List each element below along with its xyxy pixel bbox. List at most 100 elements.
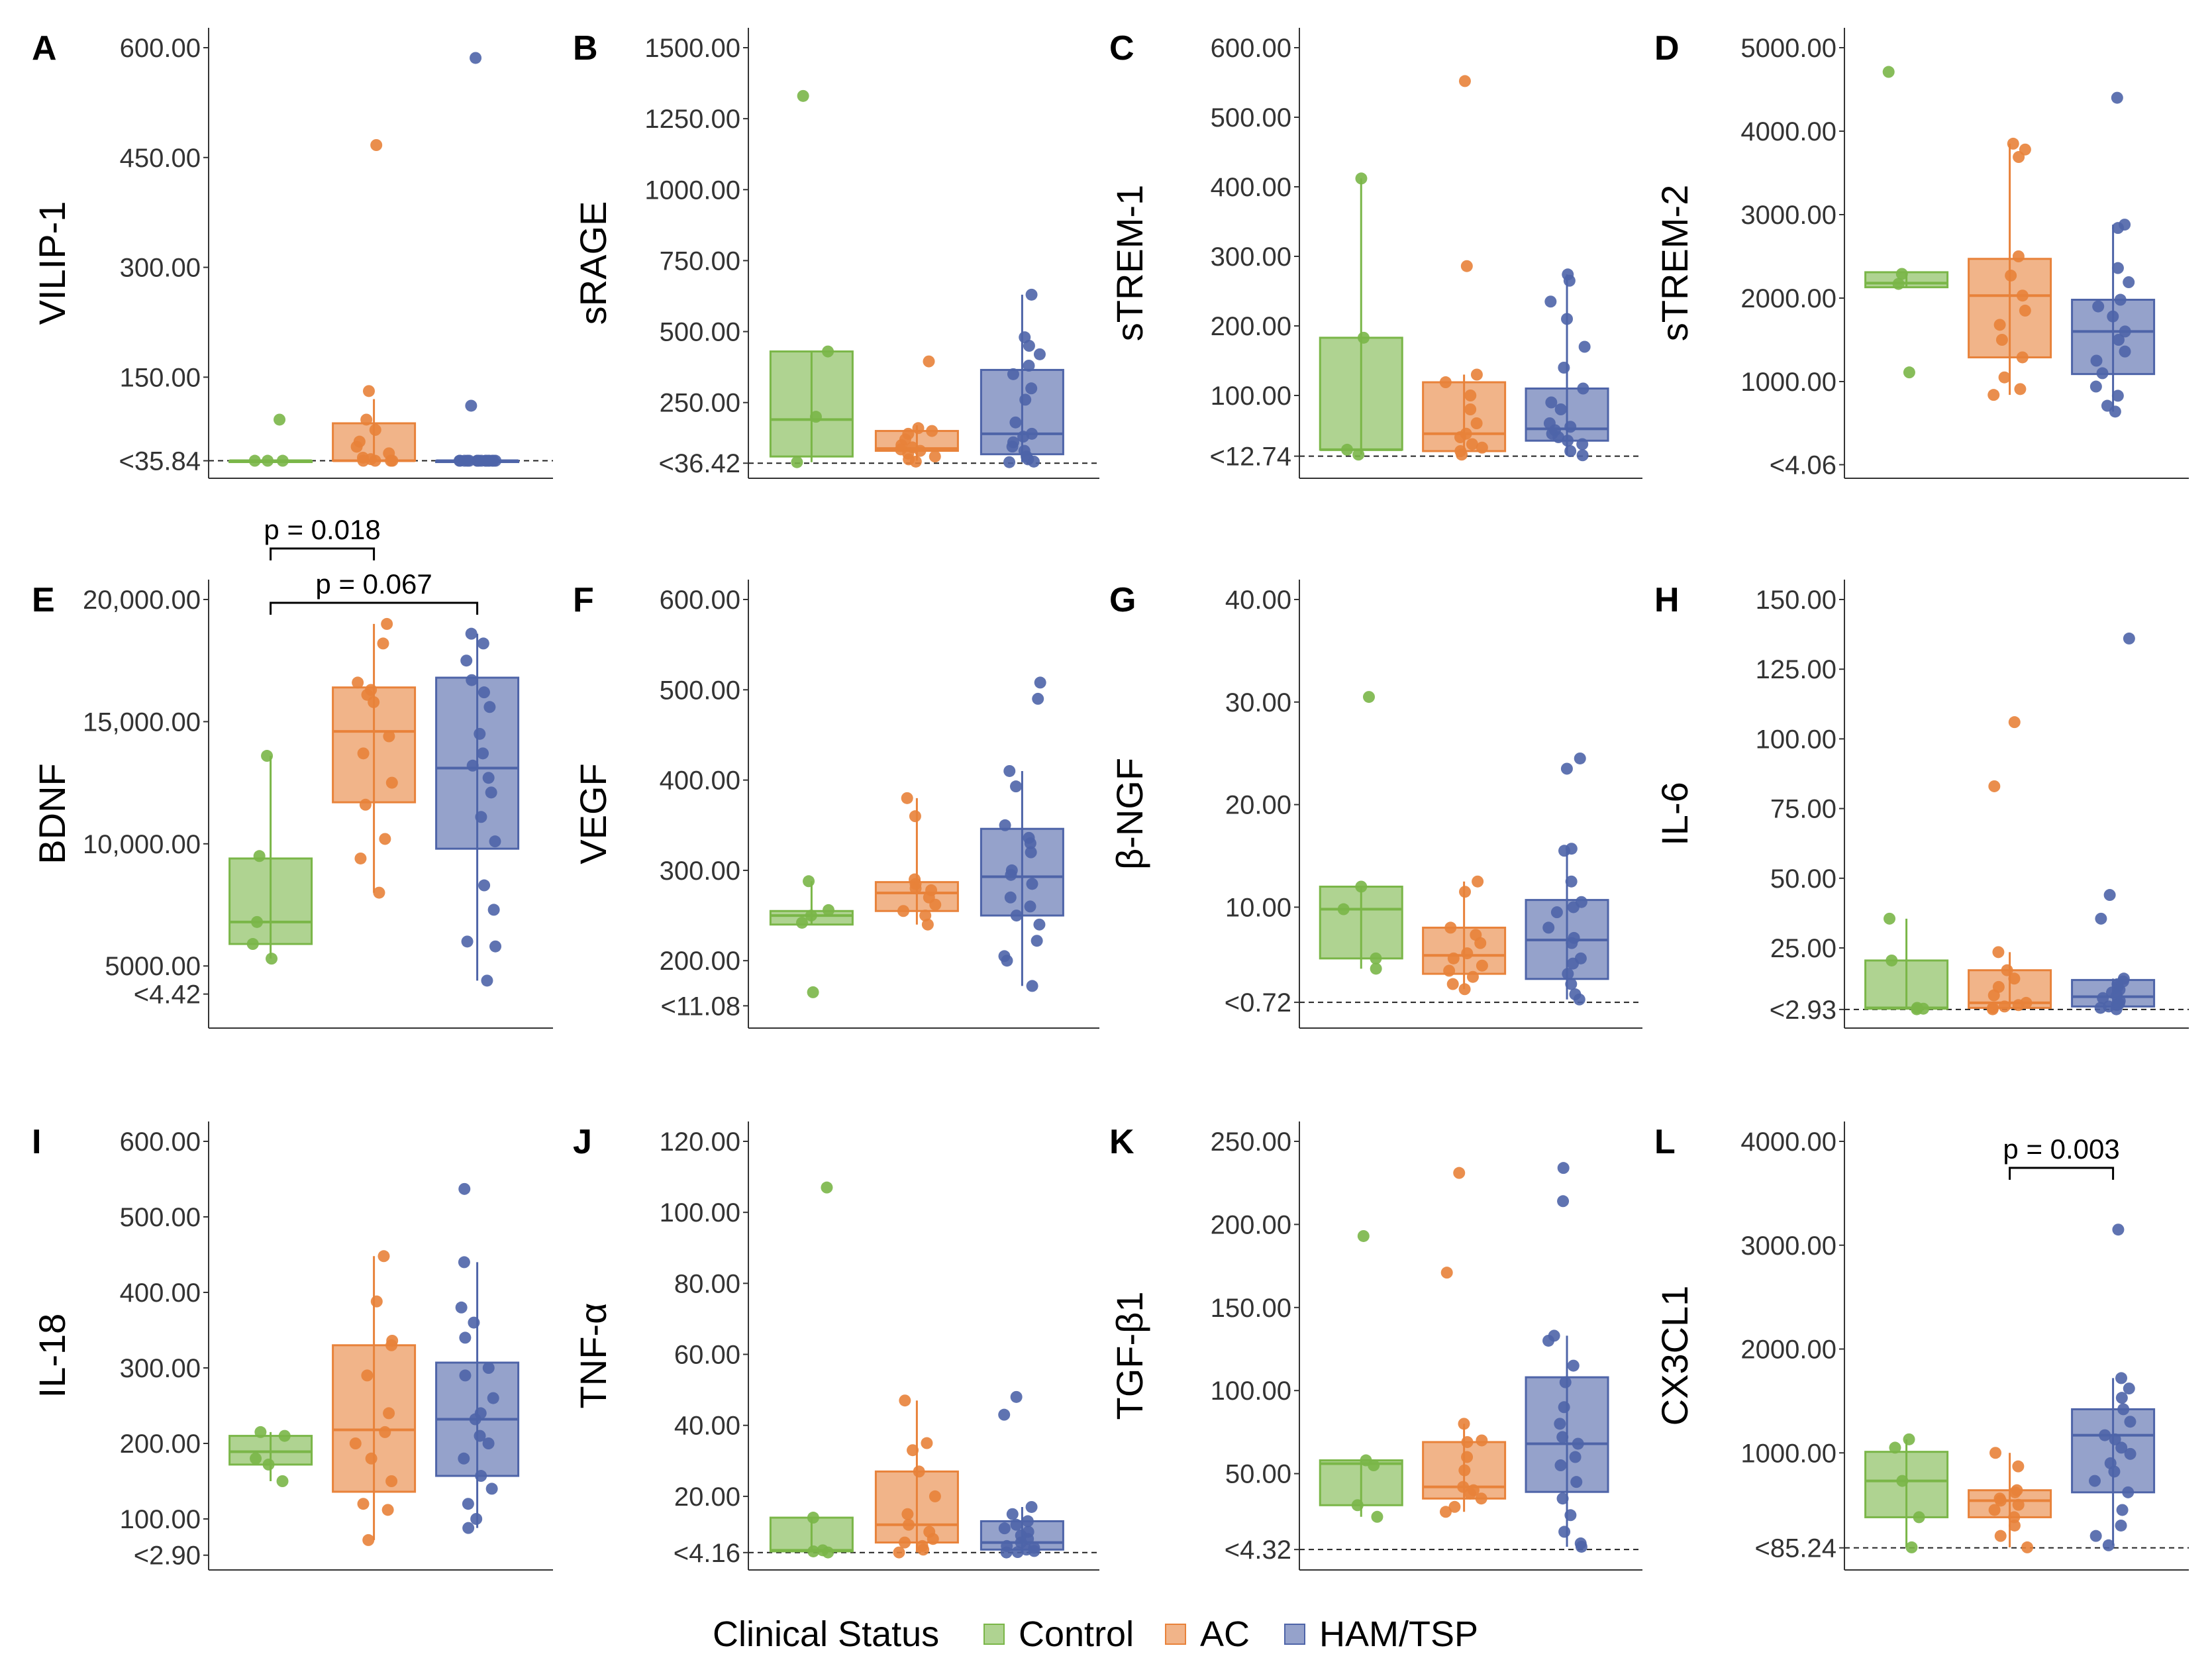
data-point bbox=[1558, 1526, 1571, 1538]
data-point bbox=[362, 1534, 375, 1546]
data-point bbox=[901, 792, 913, 804]
data-point bbox=[475, 1470, 487, 1483]
data-point bbox=[1004, 891, 1017, 904]
box-ac bbox=[332, 617, 417, 899]
data-point bbox=[821, 1181, 833, 1194]
data-point bbox=[462, 1522, 475, 1534]
y-tick-label: <4.06 bbox=[1770, 450, 1836, 480]
data-point bbox=[1476, 441, 1488, 454]
data-point bbox=[809, 411, 822, 423]
data-point bbox=[1544, 295, 1557, 308]
panel-letter: C bbox=[1109, 29, 1134, 68]
box-control bbox=[1864, 912, 1949, 1015]
data-point bbox=[2094, 1002, 2107, 1014]
data-point bbox=[1003, 456, 1016, 468]
data-point bbox=[470, 1513, 483, 1525]
data-point bbox=[899, 1536, 911, 1549]
box-ham-tsp bbox=[980, 676, 1064, 992]
data-point bbox=[2096, 367, 2109, 380]
data-point bbox=[1986, 1003, 1999, 1015]
data-point bbox=[1010, 1518, 1023, 1531]
data-point bbox=[795, 916, 808, 929]
data-point bbox=[1470, 368, 1483, 381]
y-axis-label: BDNF bbox=[31, 763, 73, 864]
y-tick-label: 600.00 bbox=[1211, 34, 1291, 63]
data-point bbox=[2124, 1447, 2137, 1460]
box-control bbox=[769, 875, 854, 998]
data-point bbox=[912, 422, 925, 435]
box-ham-tsp bbox=[435, 52, 520, 467]
box-control bbox=[228, 413, 313, 467]
data-point bbox=[1559, 1376, 1572, 1388]
y-tick-label: 125.00 bbox=[1756, 655, 1836, 684]
data-point bbox=[461, 935, 474, 948]
y-tick-label: 5000.00 bbox=[1740, 34, 1836, 63]
data-point bbox=[1357, 1229, 1370, 1242]
data-point bbox=[2092, 300, 2105, 313]
data-point bbox=[1572, 1437, 1584, 1450]
data-point bbox=[923, 355, 935, 368]
data-point bbox=[2021, 1541, 2034, 1553]
panel-J: J TNF-α <4.16 20.00 40.00 60.00 80.00 100.00 120… bbox=[572, 1121, 1099, 1571]
box-ham-tsp bbox=[1525, 752, 1609, 1006]
box-control bbox=[769, 1181, 854, 1559]
data-point bbox=[251, 915, 264, 928]
y-tick-label: 150.00 bbox=[1756, 586, 1836, 615]
y-tick-label: 150.00 bbox=[120, 363, 201, 392]
box-ham-tsp bbox=[435, 1182, 520, 1534]
data-point bbox=[2012, 999, 2025, 1012]
p-value-label: p = 0.018 bbox=[264, 514, 380, 545]
data-point bbox=[458, 1256, 470, 1269]
data-point bbox=[365, 1452, 377, 1465]
data-point bbox=[929, 898, 942, 911]
data-point bbox=[1024, 837, 1036, 850]
y-tick-label: 3000.00 bbox=[1740, 1231, 1836, 1261]
box-ac bbox=[1422, 1167, 1507, 1518]
y-tick-label: 30.00 bbox=[1225, 688, 1291, 717]
p-value-label: p = 0.003 bbox=[2003, 1133, 2119, 1165]
data-point bbox=[2089, 1530, 2102, 1542]
data-point bbox=[2111, 262, 2124, 274]
y-tick-label: <35.84 bbox=[119, 447, 201, 476]
legend-key-ham-tsp bbox=[1284, 1624, 1305, 1645]
data-point bbox=[354, 852, 367, 864]
data-point bbox=[1889, 1441, 1901, 1454]
data-point bbox=[919, 910, 932, 922]
data-point bbox=[278, 1430, 291, 1442]
panel-letter: H bbox=[1654, 581, 1680, 619]
data-point bbox=[2089, 1475, 2101, 1487]
data-point bbox=[352, 676, 364, 689]
data-point bbox=[357, 747, 370, 760]
y-tick-label: <85.24 bbox=[1755, 1534, 1836, 1563]
data-point bbox=[1370, 952, 1382, 964]
data-point bbox=[459, 1369, 472, 1382]
y-tick-label: 750.00 bbox=[660, 246, 740, 276]
data-point bbox=[2008, 1519, 2021, 1532]
data-point bbox=[1903, 366, 1915, 379]
data-point bbox=[274, 413, 286, 426]
data-point bbox=[893, 1546, 905, 1559]
panel-letter: B bbox=[573, 29, 598, 68]
data-point bbox=[2099, 1429, 2111, 1441]
data-point bbox=[1006, 441, 1019, 453]
data-point bbox=[383, 1407, 395, 1420]
y-tick-label: <12.74 bbox=[1210, 443, 1291, 472]
data-point bbox=[377, 637, 389, 650]
iqr-box bbox=[1319, 885, 1403, 960]
data-point bbox=[2119, 325, 2131, 338]
data-point bbox=[2124, 1416, 2137, 1428]
data-point bbox=[2114, 293, 2127, 306]
data-point bbox=[807, 1545, 820, 1557]
data-point bbox=[913, 1465, 925, 1478]
data-point bbox=[2007, 137, 2019, 150]
data-point bbox=[2090, 354, 2103, 367]
y-axis-label: VEGF bbox=[572, 763, 614, 864]
box-ac bbox=[874, 355, 959, 468]
data-point bbox=[1443, 964, 1456, 977]
data-point bbox=[362, 385, 375, 397]
data-point bbox=[2116, 1504, 2129, 1516]
data-point bbox=[475, 811, 487, 823]
panel-L: L CX3CL1 <85.24 1000.00 2000.00 3000.00 4000.0… bbox=[1654, 1121, 2189, 1571]
iqr-box bbox=[769, 350, 854, 458]
